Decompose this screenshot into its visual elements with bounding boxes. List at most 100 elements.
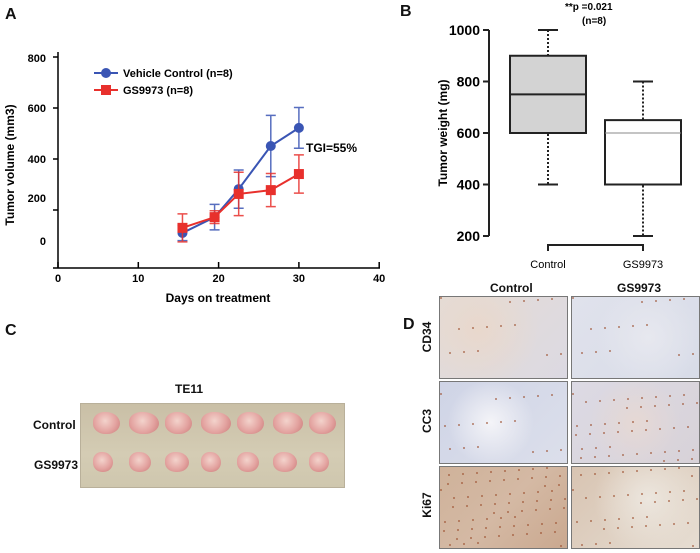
gs9973-point bbox=[293, 169, 304, 180]
stain-dot bbox=[604, 423, 606, 425]
stain-dot bbox=[499, 526, 501, 528]
stain-dot bbox=[687, 426, 689, 428]
stain-dot bbox=[608, 455, 610, 457]
stain-dot bbox=[472, 519, 474, 521]
stain-dot bbox=[544, 485, 546, 487]
stain-dot bbox=[641, 493, 643, 495]
treated-tumor bbox=[165, 452, 189, 472]
legend-marker-square bbox=[101, 85, 111, 95]
stain-dot bbox=[550, 499, 552, 501]
stain-dot bbox=[449, 448, 451, 450]
stain-dot bbox=[466, 505, 468, 507]
stain-dot bbox=[546, 354, 548, 356]
stain-dot bbox=[673, 427, 675, 429]
stain-dot bbox=[458, 520, 460, 522]
tumor-photo bbox=[80, 403, 345, 488]
stain-dot bbox=[462, 473, 464, 475]
treated-tumor bbox=[309, 452, 329, 472]
stain-dot bbox=[471, 528, 473, 530]
stain-dot bbox=[664, 451, 666, 453]
stain-dot bbox=[514, 324, 516, 326]
stain-dot bbox=[682, 499, 684, 501]
y-tick-label: 800 bbox=[457, 74, 481, 90]
stain-dot bbox=[683, 298, 685, 300]
gs9973-point bbox=[209, 212, 220, 223]
stain-dot bbox=[537, 395, 539, 397]
x-tick-label: 40 bbox=[373, 273, 385, 285]
stain-dot bbox=[527, 524, 529, 526]
stain-dot bbox=[603, 432, 605, 434]
stain-dot bbox=[581, 544, 583, 546]
stain-dot bbox=[467, 496, 469, 498]
stain-dot bbox=[522, 501, 524, 503]
stain-dot bbox=[659, 428, 661, 430]
stain-dot bbox=[452, 506, 454, 508]
stain-dot bbox=[627, 494, 629, 496]
stain-dot bbox=[631, 526, 633, 528]
stain-dot bbox=[572, 393, 574, 395]
stain-dot bbox=[545, 476, 547, 478]
stain-dot bbox=[500, 421, 502, 423]
stain-dot bbox=[604, 519, 606, 521]
control-tumor bbox=[201, 412, 231, 434]
stain-dot bbox=[603, 528, 605, 530]
stain-dot bbox=[678, 354, 680, 356]
stain-dot bbox=[655, 492, 657, 494]
stain-dot bbox=[493, 512, 495, 514]
stain-dot bbox=[509, 397, 511, 399]
stain-dot bbox=[447, 483, 449, 485]
stain-dot bbox=[508, 502, 510, 504]
x-axis-label: Days on treatment bbox=[166, 291, 271, 305]
y-tick-label: 1000 bbox=[449, 22, 480, 38]
stain-dot bbox=[509, 301, 511, 303]
stain-dot bbox=[564, 498, 566, 500]
stain-dot bbox=[500, 517, 502, 519]
stain-dot bbox=[503, 479, 505, 481]
stain-dot bbox=[541, 523, 543, 525]
stain-dot bbox=[526, 533, 528, 535]
x-tick-label: 20 bbox=[212, 273, 224, 285]
stain-dot bbox=[490, 471, 492, 473]
stain-dot bbox=[440, 393, 442, 395]
stain-dot bbox=[599, 496, 601, 498]
stain-dot bbox=[631, 430, 633, 432]
stain-dot bbox=[514, 516, 516, 518]
stain-dot bbox=[500, 325, 502, 327]
stain-dot bbox=[563, 507, 565, 509]
stain-dot bbox=[477, 350, 479, 352]
stain-dot bbox=[440, 489, 442, 491]
legend-label: GS9973 (n=8) bbox=[123, 85, 193, 97]
stain-dot bbox=[576, 521, 578, 523]
stain-dot bbox=[622, 454, 624, 456]
stain-dot bbox=[692, 353, 694, 355]
tgi-annotation: TGI=55% bbox=[306, 141, 357, 155]
stain-dot bbox=[458, 328, 460, 330]
stain-dot bbox=[641, 397, 643, 399]
stain-dot bbox=[472, 327, 474, 329]
stain-dot bbox=[560, 545, 562, 547]
p-value-annotation: **p =0.021 bbox=[565, 2, 613, 13]
stain-dot bbox=[618, 518, 620, 520]
stain-dot bbox=[696, 498, 698, 500]
control-tumor bbox=[273, 412, 303, 434]
stain-dot bbox=[640, 406, 642, 408]
stain-dot bbox=[481, 495, 483, 497]
stain-dot bbox=[609, 542, 611, 544]
stain-dot bbox=[640, 502, 642, 504]
stain-dot bbox=[537, 299, 539, 301]
stain-dot bbox=[555, 522, 557, 524]
stain-dot bbox=[645, 429, 647, 431]
stain-dot bbox=[589, 433, 591, 435]
stain-dot bbox=[540, 532, 542, 534]
tumor-volume-chart: 800 600 400 200 0 0 10 20 30 40 Days on treatment T… bbox=[3, 52, 385, 305]
ihc-image-ki67-gs9973 bbox=[571, 466, 700, 549]
stain-dot bbox=[594, 456, 596, 458]
stain-dot bbox=[532, 451, 534, 453]
stain-dot bbox=[475, 481, 477, 483]
stain-dot bbox=[560, 449, 562, 451]
stain-dot bbox=[669, 299, 671, 301]
stain-dot bbox=[507, 511, 509, 513]
stain-dot bbox=[559, 475, 561, 477]
stain-dot bbox=[514, 420, 516, 422]
stain-dot bbox=[608, 472, 610, 474]
